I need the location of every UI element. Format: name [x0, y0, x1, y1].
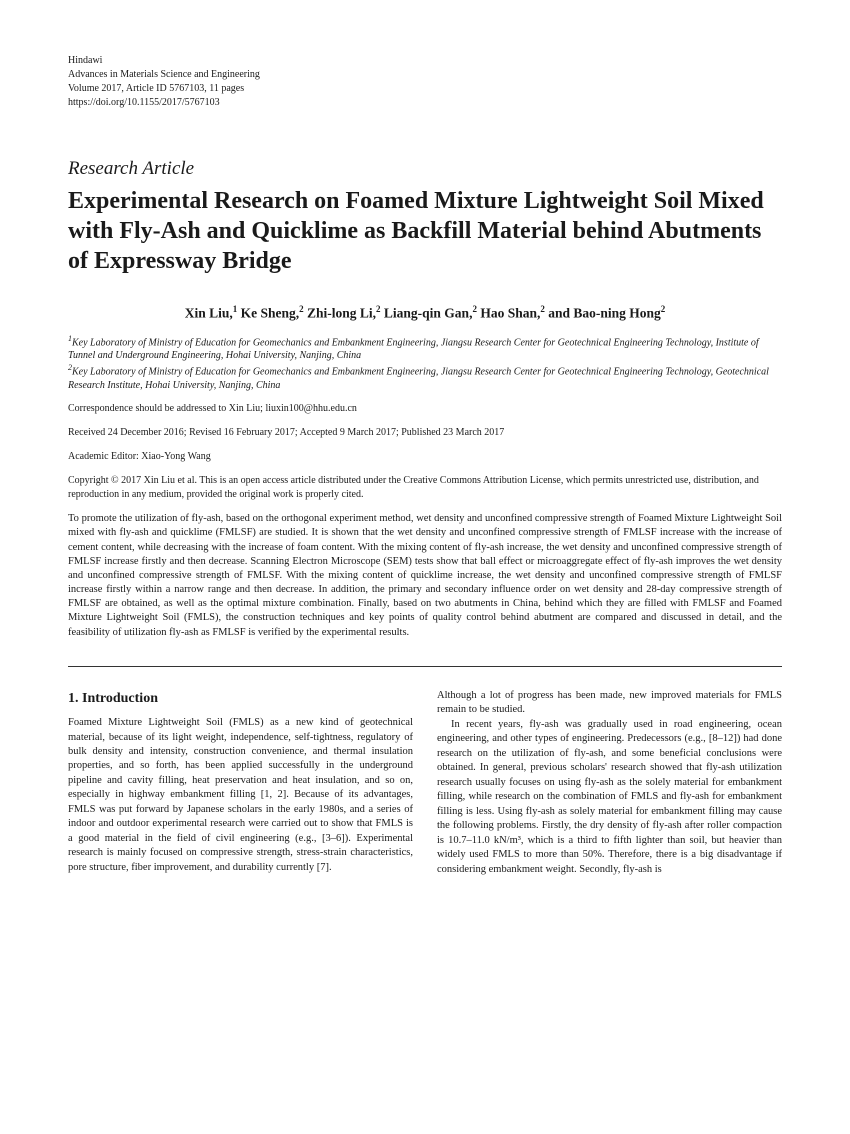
correspondence: Correspondence should be addressed to Xi… — [68, 402, 782, 416]
abstract: To promote the utilization of fly-ash, b… — [68, 512, 782, 640]
aff1-text: Key Laboratory of Ministry of Education … — [68, 337, 759, 362]
column-right: Although a lot of progress has been made… — [437, 689, 782, 877]
authors: Xin Liu,1 Ke Sheng,2 Zhi-long Li,2 Liang… — [68, 304, 782, 322]
publisher: Hindawi — [68, 54, 782, 68]
intro-paragraph-1: Foamed Mixture Lightweight Soil (FMLS) a… — [68, 716, 413, 875]
article-dates: Received 24 December 2016; Revised 16 Fe… — [68, 426, 782, 440]
article-type: Research Article — [68, 158, 782, 180]
aff2-text: Key Laboratory of Ministry of Education … — [68, 366, 769, 391]
academic-editor: Academic Editor: Xiao-Yong Wang — [68, 450, 782, 464]
intro-paragraph-2: In recent years, fly-ash was gradually u… — [437, 718, 782, 877]
journal-name: Advances in Materials Science and Engine… — [68, 68, 782, 82]
column-left: 1. Introduction Foamed Mixture Lightweig… — [68, 689, 413, 877]
article-title: Experimental Research on Foamed Mixture … — [68, 186, 782, 276]
doi-link[interactable]: https://doi.org/10.1155/2017/5767103 — [68, 97, 220, 108]
volume-line: Volume 2017, Article ID 5767103, 11 page… — [68, 82, 782, 96]
section-1-heading: 1. Introduction — [68, 689, 413, 708]
journal-metadata: Hindawi Advances in Materials Science an… — [68, 54, 782, 110]
divider — [68, 666, 782, 667]
affiliations: 1Key Laboratory of Ministry of Education… — [68, 334, 782, 393]
copyright: Copyright © 2017 Xin Liu et al. This is … — [68, 474, 782, 502]
body-columns: 1. Introduction Foamed Mixture Lightweig… — [68, 689, 782, 877]
intro-continuation: Although a lot of progress has been made… — [437, 689, 782, 718]
